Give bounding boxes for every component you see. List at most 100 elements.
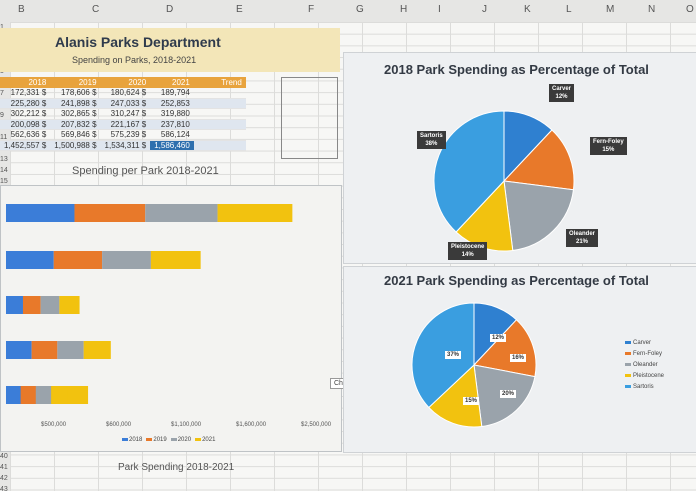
table-row[interactable]: 302,212 $302,865 $310,247 $319,880	[0, 108, 246, 120]
col-header-2018[interactable]: 2018	[0, 77, 51, 88]
row-header-43[interactable]: 43	[0, 486, 8, 491]
row-header-41[interactable]: 41	[0, 464, 8, 471]
table-cell[interactable]: 1,534,311 $	[100, 140, 151, 151]
table-cell[interactable]: 221,167 $	[100, 119, 151, 130]
column-header-n[interactable]: N	[648, 4, 656, 15]
table-cell[interactable]: 1,500,988 $	[50, 140, 101, 151]
table-cell[interactable]: 178,606 $	[50, 88, 101, 99]
row-header-14[interactable]: 14	[0, 167, 8, 174]
table-cell[interactable]: 562,636 $	[0, 129, 51, 141]
row-header-15[interactable]: 15	[0, 178, 8, 185]
table-cell[interactable]: 180,624 $	[100, 88, 151, 99]
bar-pleistocene-2021[interactable]	[59, 296, 80, 314]
table-cell[interactable]: 310,247 $	[100, 108, 151, 120]
column-header-b[interactable]: B	[18, 4, 25, 15]
table-cell[interactable]	[193, 88, 246, 99]
column-header-k[interactable]: K	[524, 4, 531, 15]
bar-oleander-2020[interactable]	[57, 341, 84, 359]
table-cell[interactable]: 252,853	[150, 98, 194, 109]
column-header-c[interactable]: C	[92, 4, 100, 15]
pie-2021-legend: Carver Fern-Foley Oleander Pleistocene Sarto…	[625, 338, 664, 393]
spending-table[interactable]: 2018 2019 2020 2021 Trend 172,331 $178,6…	[0, 77, 246, 151]
bar-sartoris-2018[interactable]	[6, 251, 54, 269]
pie-2018-slice-sartoris[interactable]	[433, 110, 505, 233]
table-cell[interactable]	[193, 129, 246, 141]
bar-carver-2019[interactable]	[20, 386, 36, 404]
table-cell[interactable]: 189,794	[150, 88, 194, 99]
bar-oleander-2021[interactable]	[83, 341, 111, 359]
bar-carver-2018[interactable]	[6, 386, 21, 404]
pie-2021-slice-sartoris[interactable]	[411, 302, 475, 409]
column-header-e[interactable]: E	[236, 4, 243, 15]
bar-chart-svg: $500,000 $600,000 $1,100,000 $1,600,000 $2,5…	[6, 204, 332, 428]
bar-oleander-2018[interactable]	[6, 341, 32, 359]
table-cell[interactable]: 319,880	[150, 108, 194, 120]
bar-carver-2021[interactable]	[51, 386, 68, 404]
table-cell[interactable]: 200,098 $	[0, 119, 51, 130]
pie-2021-pct-pleistocene: 15%	[463, 397, 480, 405]
table-cell[interactable]	[193, 108, 246, 120]
table-cell[interactable]: 1,586,460	[150, 140, 194, 151]
row-header-13[interactable]: 13	[0, 156, 8, 163]
bar-carver-2020[interactable]	[35, 386, 52, 404]
column-header-m[interactable]: M	[606, 4, 615, 15]
bar-total-2021[interactable]	[217, 204, 293, 222]
pie-chart-2018[interactable]	[343, 52, 696, 264]
table-cell[interactable]: 302,865 $	[50, 108, 101, 120]
bar-fern-foley-2021[interactable]	[66, 386, 89, 404]
row-header-1[interactable]: 1	[0, 24, 4, 31]
bar-pleistocene-2020[interactable]	[40, 296, 60, 314]
table-row[interactable]: 172,331 $178,606 $180,624 $189,794	[0, 88, 246, 99]
col-header-2020[interactable]: 2020	[100, 77, 151, 88]
pie-2018-slice-oleander[interactable]	[503, 180, 575, 252]
pie-2021-slice-fern-foley[interactable]	[473, 319, 537, 378]
table-cell[interactable]: 172,331 $	[0, 88, 51, 99]
pie-2021-slice-pleistocene[interactable]	[428, 363, 483, 428]
table-cell[interactable]: 586,124	[150, 129, 194, 141]
column-header-g[interactable]: G	[356, 4, 364, 15]
pie-2018-label-pleistocene: Pleistocene 14%	[448, 242, 488, 260]
bar-sartoris-2021[interactable]	[150, 251, 201, 269]
table-cell[interactable]: 241,898 $	[50, 98, 101, 109]
table-row[interactable]: 200,098 $207,832 $221,167 $237,810	[0, 119, 246, 130]
table-cell[interactable]: 207,832 $	[50, 119, 101, 130]
table-cell[interactable]	[193, 140, 246, 151]
table-cell[interactable]: 302,212 $	[0, 108, 51, 120]
bar-total-2018[interactable]	[6, 204, 75, 222]
table-cell[interactable]: 247,033 $	[100, 98, 151, 109]
bar-sartoris-2019[interactable]	[53, 251, 103, 269]
pie-2018-label-sartoris: Sartoris 38%	[417, 131, 446, 149]
pie-chart-2021[interactable]	[343, 266, 696, 453]
table-cell[interactable]: 575,239 $	[100, 129, 151, 141]
row-header-42[interactable]: 42	[0, 475, 8, 482]
table-row[interactable]: 225,280 $241,898 $247,033 $252,853	[0, 98, 246, 109]
column-header-i[interactable]: I	[438, 4, 441, 15]
bar-sartoris-2020[interactable]	[102, 251, 151, 269]
table-cell[interactable]: 237,810	[150, 119, 194, 130]
pie-2018-slice-fern-foley[interactable]	[502, 129, 575, 191]
column-header-j[interactable]: J	[482, 4, 487, 15]
bar-total-2019[interactable]	[74, 204, 146, 222]
table-cell[interactable]: 569,846 $	[50, 129, 101, 141]
table-row[interactable]: 1,452,557 $1,500,988 $1,534,311 $1,586,4…	[0, 140, 246, 151]
col-header-2019[interactable]: 2019	[50, 77, 101, 88]
bar-pleistocene-2019[interactable]	[22, 296, 41, 314]
column-header-l[interactable]: L	[566, 4, 572, 15]
column-header-h[interactable]: H	[400, 4, 408, 15]
col-header-2021[interactable]: 2021	[150, 77, 194, 88]
column-header-o[interactable]: O	[686, 4, 694, 15]
row-header-40[interactable]: 40	[0, 453, 8, 460]
legend-swatch	[625, 362, 631, 366]
table-cell[interactable]: 225,280 $	[0, 98, 51, 109]
column-header-d[interactable]: D	[166, 4, 174, 15]
bar-pleistocene-2018[interactable]	[6, 296, 23, 314]
table-cell[interactable]	[193, 98, 246, 109]
table-cell[interactable]	[193, 119, 246, 130]
bar-chart-area[interactable]: $500,000 $600,000 $1,100,000 $1,600,000 $2,5…	[0, 185, 342, 452]
bar-oleander-2019[interactable]	[31, 341, 58, 359]
table-row[interactable]: 562,636 $569,846 $575,239 $586,124	[0, 129, 246, 141]
bar-total-2020[interactable]	[145, 204, 218, 222]
table-cell[interactable]: 1,452,557 $	[0, 140, 51, 151]
col-header-trend[interactable]: Trend	[193, 77, 246, 88]
column-header-f[interactable]: F	[308, 4, 315, 15]
